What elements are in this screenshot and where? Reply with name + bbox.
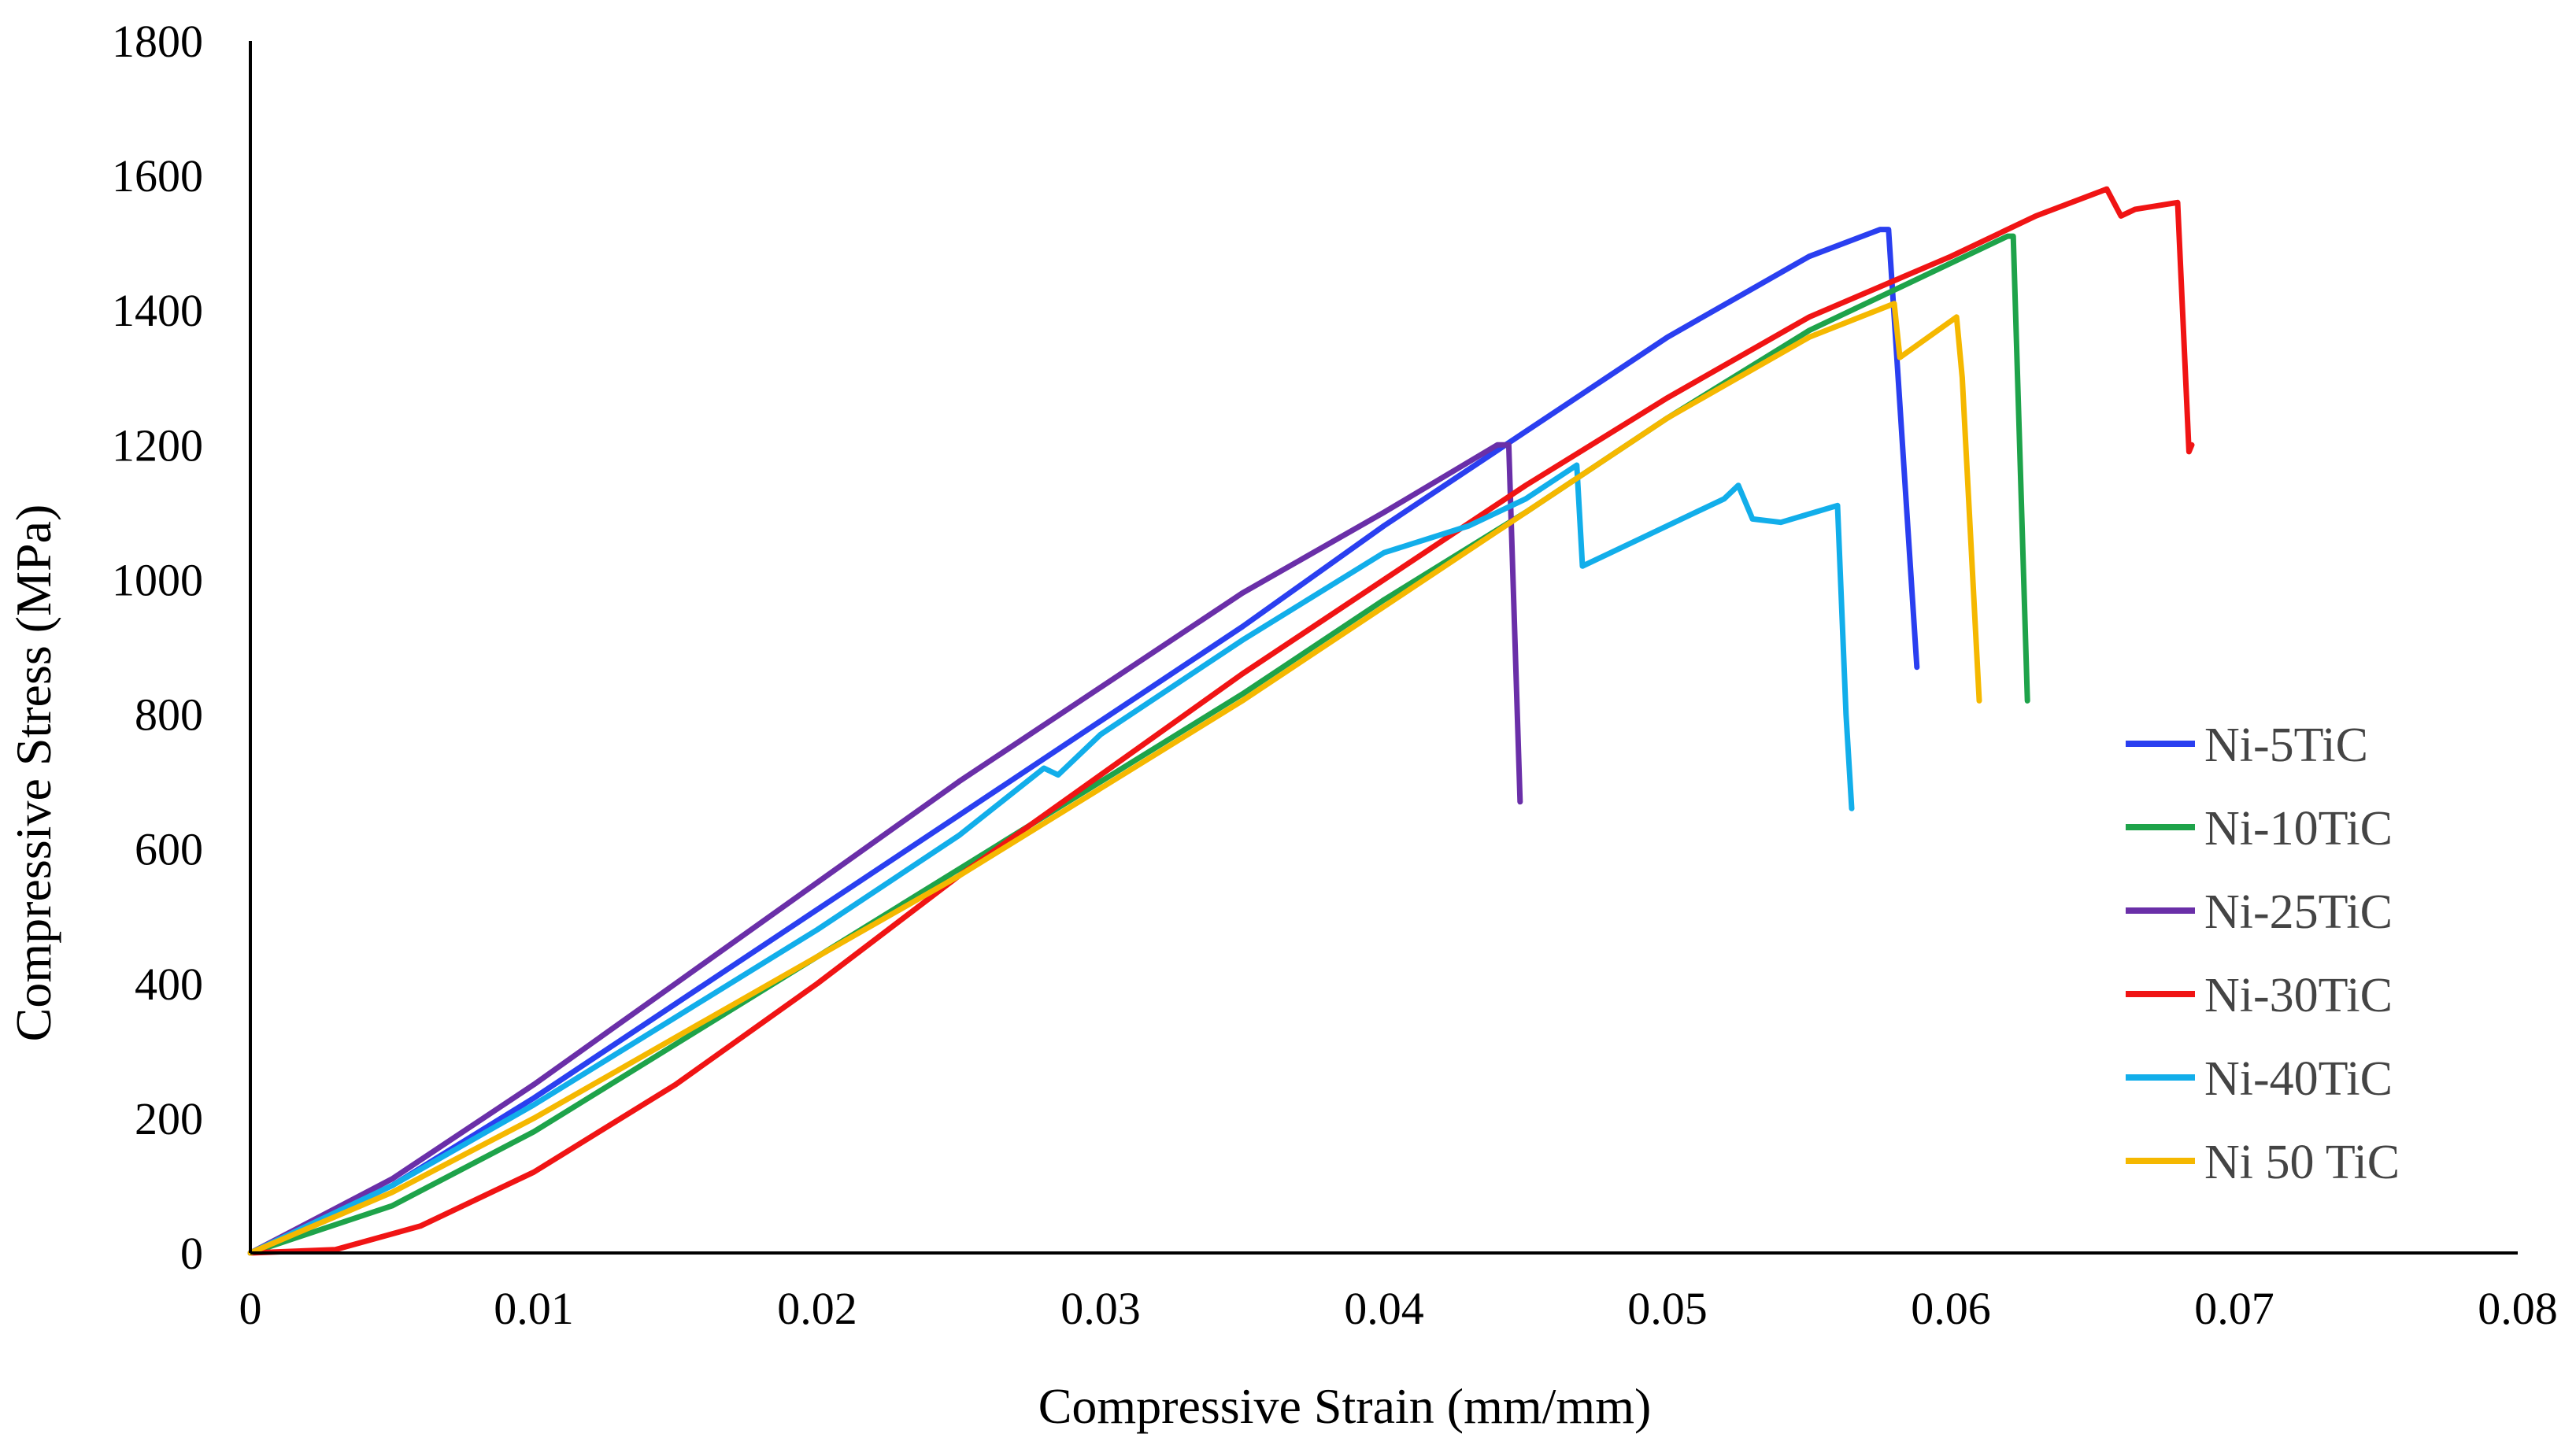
y-tick-label: 1800 (112, 16, 203, 67)
x-tick-label: 0.05 (1627, 1283, 1708, 1334)
y-tick-label: 200 (135, 1093, 203, 1144)
legend-item-ni-50-tic: Ni 50 TiC (2126, 1136, 2400, 1189)
x-tick-label: 0.03 (1060, 1283, 1141, 1334)
y-axis-title: Compressive Stress (MPa) (6, 504, 61, 1042)
axes-layer (249, 41, 2518, 1255)
legend-label: Ni-25TiC (2204, 885, 2393, 939)
y-tick-label: 1400 (112, 285, 203, 336)
x-tick-label: 0.08 (2478, 1283, 2558, 1334)
y-tick-label: 0 (180, 1228, 203, 1279)
y-tick-label: 1000 (112, 554, 203, 605)
legend: Ni-5TiC Ni-10TiC Ni-25TiC Ni-30TiC Ni-40TiC N… (2126, 719, 2400, 1189)
series-layer (247, 186, 2195, 1256)
y-tick-label: 600 (135, 824, 203, 875)
x-tick-label: 0.06 (1911, 1283, 1991, 1334)
legend-label: Ni-30TiC (2204, 969, 2393, 1022)
legend-label: Ni-5TiC (2204, 719, 2368, 772)
x-tick-label: 0.04 (1344, 1283, 1424, 1334)
series-line-ni-30tic (247, 186, 2195, 1256)
legend-item-ni-25tic: Ni-25TiC (2126, 885, 2393, 939)
series-line-ni-50-tic (247, 301, 1982, 1256)
series-line-ni-25tic (247, 442, 1523, 1256)
series-line-ni-40tic (247, 462, 1855, 1256)
y-tick-label: 1200 (112, 419, 203, 471)
legend-item-ni-40tic: Ni-40TiC (2126, 1052, 2393, 1106)
legend-item-ni-5tic: Ni-5TiC (2126, 719, 2368, 772)
series-line-ni-5tic (247, 227, 1920, 1256)
x-tick-label: 0.07 (2194, 1283, 2274, 1334)
x-tick-label: 0.02 (777, 1283, 857, 1334)
y-tick-label: 800 (135, 689, 203, 741)
y-tick-label: 400 (135, 959, 203, 1010)
legend-item-ni-30tic: Ni-30TiC (2126, 969, 2393, 1022)
ticks-layer: 0 200 400 600 800 1000 1200 1400 1600 1800 0 0.01 0.… (112, 16, 2558, 1334)
x-axis-title: Compressive Strain (mm/mm) (1038, 1378, 1652, 1434)
legend-label: Ni-10TiC (2204, 802, 2393, 856)
legend-label: Ni 50 TiC (2204, 1136, 2400, 1189)
x-tick-label: 0.01 (494, 1283, 574, 1334)
x-tick-label: 0 (239, 1283, 262, 1334)
y-tick-label: 1600 (112, 150, 203, 201)
series-line-ni-10tic (247, 233, 2030, 1256)
legend-item-ni-10tic: Ni-10TiC (2126, 802, 2393, 856)
legend-label: Ni-40TiC (2204, 1052, 2393, 1106)
